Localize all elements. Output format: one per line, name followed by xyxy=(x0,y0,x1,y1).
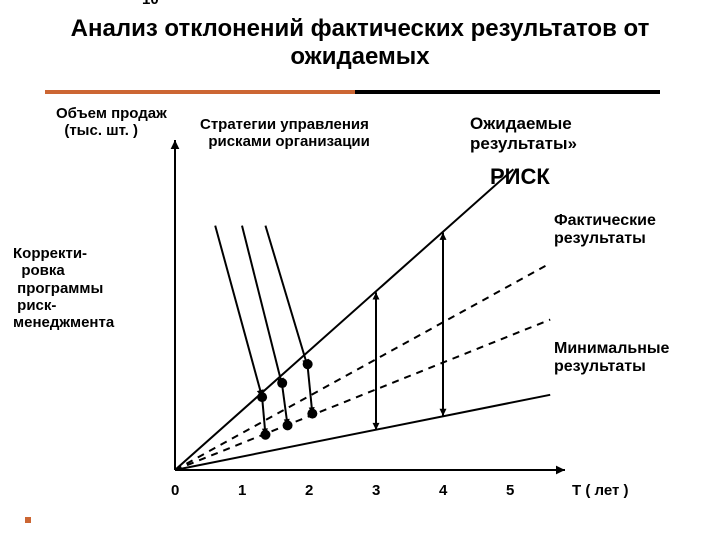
expected-label: Ожидаемые результаты» xyxy=(470,114,577,153)
minimal-label: Минимальные результаты xyxy=(554,340,669,377)
marker-icon xyxy=(25,517,31,523)
x-tick: 2 xyxy=(305,482,313,499)
page-title: Анализ отклонений фактических результато… xyxy=(0,0,720,81)
x-tick: 3 xyxy=(372,482,380,499)
y-tick: 10 xyxy=(142,0,159,8)
y-axis-label: Объем продаж (тыс. шт. ) xyxy=(56,105,167,140)
x-axis-label: T ( лет ) xyxy=(572,482,628,499)
x-tick: 0 xyxy=(171,482,179,499)
x-tick: 4 xyxy=(439,482,447,499)
actual-label: Фактические результаты xyxy=(554,212,656,249)
chart: Объем продаж (тыс. шт. ) Стратегии управ… xyxy=(0,100,720,540)
x-tick: 5 xyxy=(506,482,514,499)
correction-label: Корректи- ровка программы риск- менеджме… xyxy=(13,245,114,331)
divider xyxy=(45,90,660,94)
strategies-label: Стратегии управления рисками организации xyxy=(200,116,370,151)
x-tick: 1 xyxy=(238,482,246,499)
risk-label: РИСК xyxy=(490,164,550,189)
